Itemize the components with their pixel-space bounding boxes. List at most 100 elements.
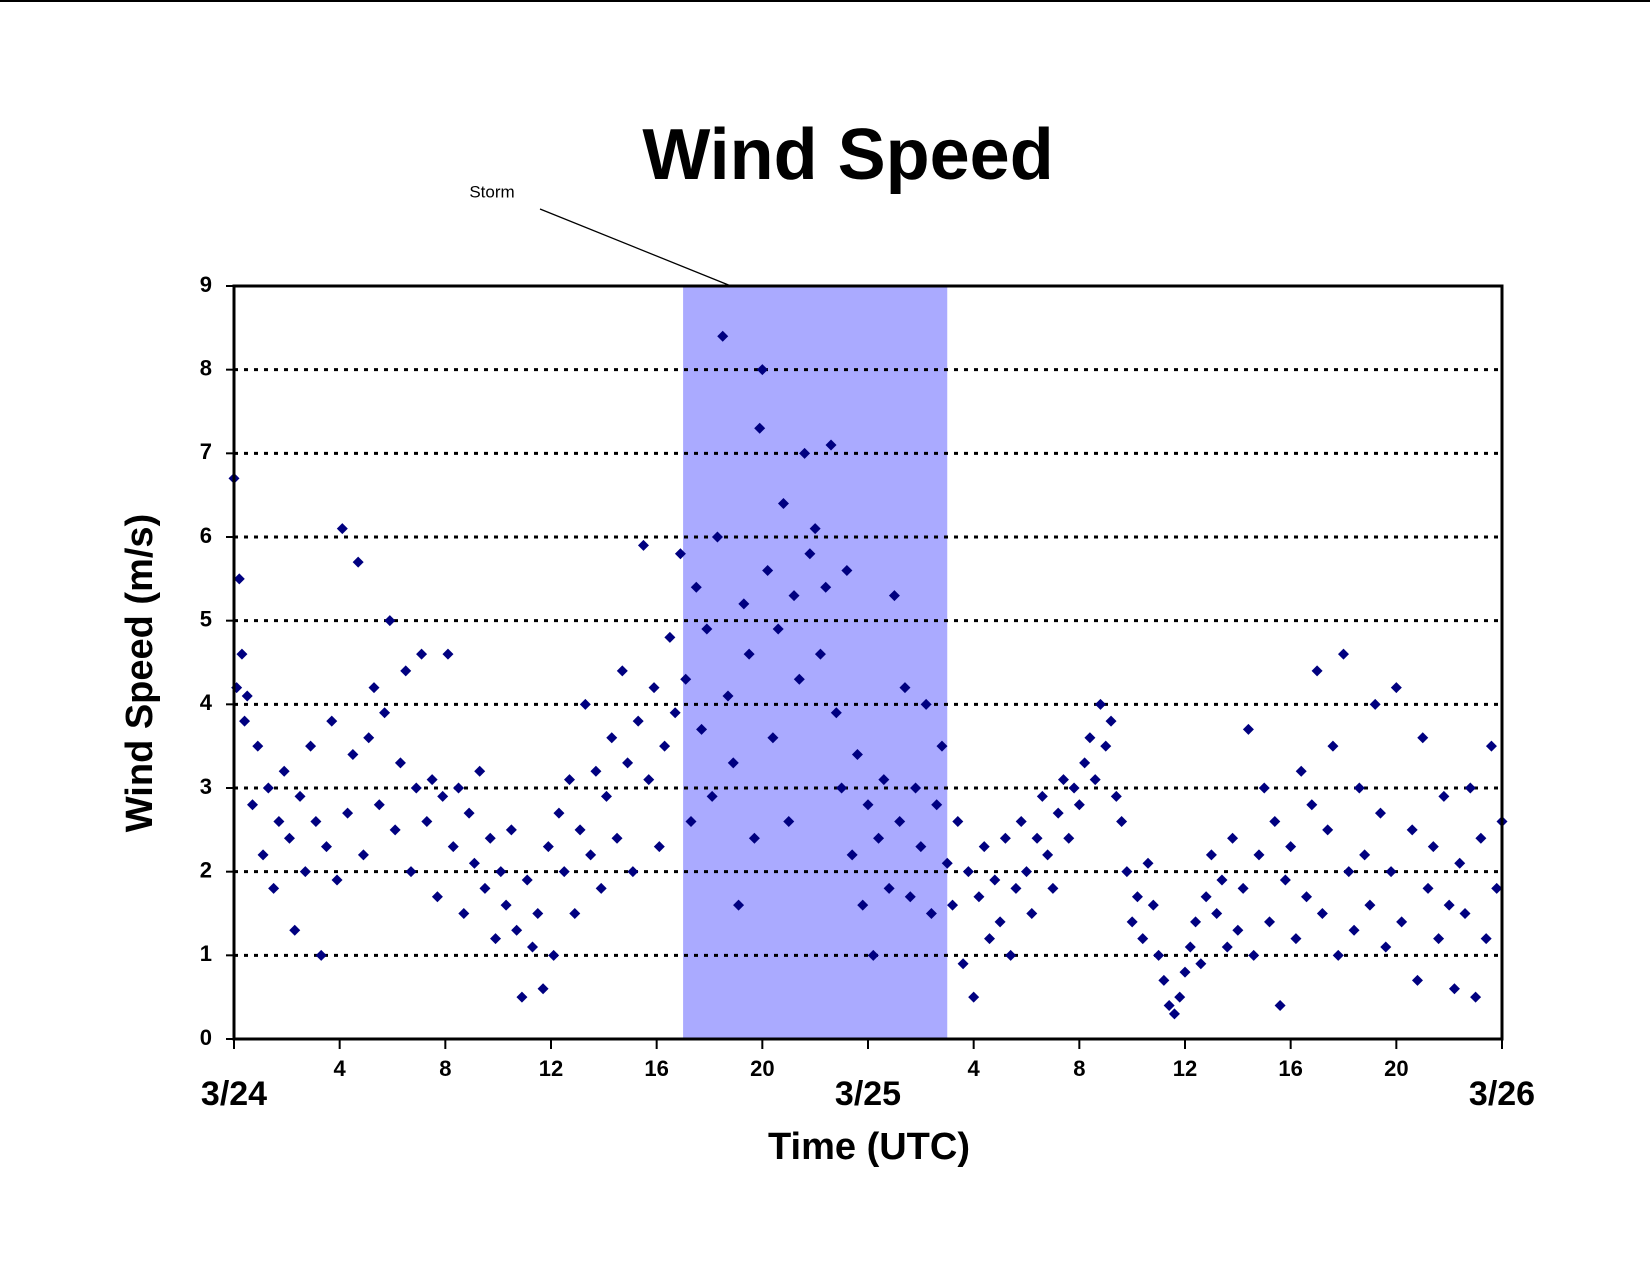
data-point — [830, 707, 842, 719]
data-point — [283, 832, 295, 844]
data-point — [733, 899, 745, 911]
data-point — [553, 807, 565, 819]
data-point — [1311, 665, 1323, 677]
x-tick-label: 16 — [1278, 1056, 1302, 1081]
data-point — [516, 991, 528, 1003]
data-point — [1205, 849, 1217, 861]
data-point — [246, 799, 258, 811]
data-point — [653, 841, 665, 853]
data-point — [1126, 916, 1138, 928]
data-point — [846, 849, 858, 861]
data-point — [490, 933, 502, 945]
data-point — [706, 790, 718, 802]
plot-frame — [232, 284, 1504, 1041]
data-point — [1480, 933, 1492, 945]
data-point — [783, 815, 795, 827]
plot-background — [226, 285, 1503, 1049]
data-point — [1417, 732, 1429, 744]
data-point — [1364, 899, 1376, 911]
data-point — [669, 707, 681, 719]
data-point — [289, 924, 301, 936]
y-tick-label: 5 — [200, 606, 212, 631]
data-point — [904, 891, 916, 903]
data-point — [1237, 882, 1249, 894]
data-point — [1195, 958, 1207, 970]
data-point — [532, 908, 544, 919]
data-point — [1295, 765, 1307, 777]
data-point — [947, 899, 959, 911]
y-tick-label: 0 — [200, 1025, 212, 1050]
data-point — [1406, 824, 1418, 836]
annotation-line — [539, 208, 732, 287]
data-point — [1380, 941, 1392, 953]
data-point — [563, 774, 575, 786]
data-point — [463, 807, 475, 819]
data-point — [233, 573, 245, 585]
data-point — [616, 665, 628, 677]
data-point — [941, 857, 953, 869]
data-point — [1454, 857, 1466, 869]
data-point — [268, 882, 280, 894]
data-point — [952, 815, 964, 827]
data-point — [595, 882, 607, 894]
data-point — [1374, 807, 1386, 819]
data-point — [793, 673, 805, 685]
data-point — [888, 590, 900, 602]
data-point — [1264, 916, 1276, 928]
data-point — [1411, 974, 1423, 986]
data-point — [1348, 924, 1360, 936]
data-point — [569, 908, 581, 919]
data-point — [1057, 774, 1069, 786]
x-tick-label: 4 — [968, 1056, 981, 1081]
data-point — [1121, 866, 1133, 878]
x-tick-label: 12 — [1173, 1056, 1197, 1081]
data-point — [748, 832, 760, 844]
data-point — [590, 765, 602, 777]
data-point — [236, 648, 248, 660]
data-point — [342, 807, 354, 819]
data-point — [1079, 757, 1091, 769]
data-point — [479, 882, 491, 894]
data-point — [762, 564, 774, 576]
data-point — [416, 648, 428, 660]
data-point — [754, 422, 766, 434]
data-point — [799, 447, 811, 459]
data-point — [1168, 1008, 1180, 1020]
data-point — [299, 866, 311, 878]
y-tick-label: 8 — [200, 355, 212, 380]
data-point — [772, 623, 784, 635]
data-point — [437, 790, 449, 802]
data-point — [1274, 1000, 1286, 1012]
data-point — [1359, 849, 1371, 861]
data-point — [814, 648, 826, 660]
data-point — [1290, 933, 1302, 945]
data-point — [994, 916, 1006, 928]
data-point — [696, 723, 708, 735]
data-point — [574, 824, 586, 836]
data-point — [968, 991, 980, 1003]
y-tick-label: 6 — [200, 523, 212, 548]
data-point — [1116, 815, 1128, 827]
data-point — [1433, 933, 1445, 945]
data-point — [305, 740, 317, 752]
data-point — [389, 824, 401, 836]
data-point — [442, 648, 454, 660]
data-point — [1306, 799, 1318, 811]
data-point — [262, 782, 274, 794]
data-point — [1110, 790, 1122, 802]
data-point — [989, 874, 1001, 886]
chart-title: Wind Speed — [642, 115, 1053, 195]
data-point — [1422, 882, 1434, 894]
y-tick-label: 7 — [200, 439, 212, 464]
x-tick-label: 4 — [334, 1056, 347, 1081]
data-point — [1242, 723, 1254, 735]
data-point — [984, 933, 996, 945]
data-point — [643, 774, 655, 786]
data-point — [1158, 974, 1170, 986]
data-point — [1216, 874, 1228, 886]
data-point — [447, 841, 459, 853]
data-point — [1396, 916, 1408, 928]
data-point — [363, 732, 375, 744]
data-point — [431, 891, 443, 903]
data-point — [611, 832, 623, 844]
